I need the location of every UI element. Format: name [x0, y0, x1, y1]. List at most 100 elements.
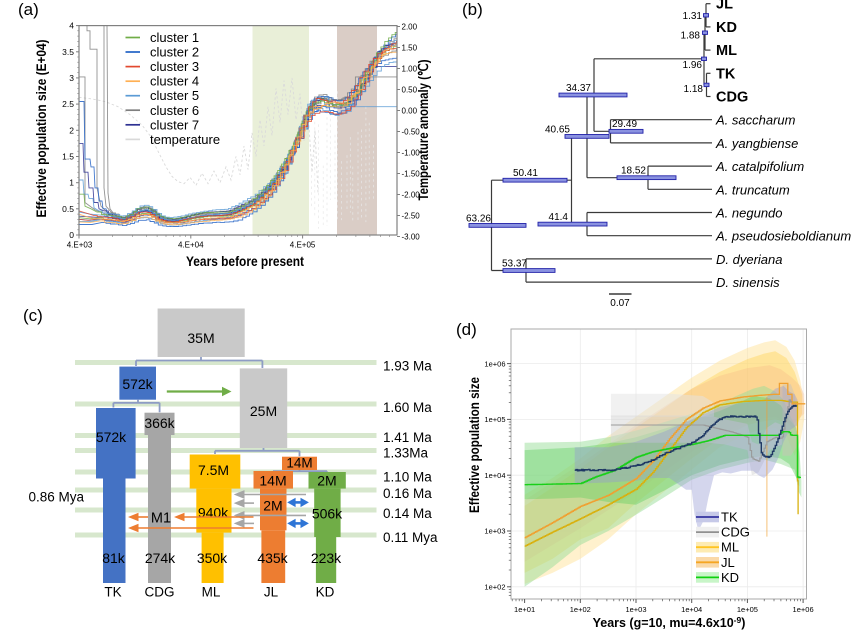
svg-text:14M: 14M: [259, 473, 286, 489]
svg-text:A. catalpifolium: A. catalpifolium: [715, 159, 804, 174]
svg-text:A. pseudosieboldianum: A. pseudosieboldianum: [715, 229, 851, 244]
svg-text:1e+05: 1e+05: [737, 605, 758, 614]
svg-text:18.52: 18.52: [621, 166, 646, 177]
svg-text:1.93 Ma: 1.93 Ma: [383, 358, 432, 373]
svg-text:JL: JL: [264, 585, 279, 600]
svg-text:435k: 435k: [257, 550, 288, 566]
svg-text:temperature: temperature: [150, 132, 220, 147]
svg-text:0.86 Mya: 0.86 Mya: [28, 490, 84, 505]
svg-text:2M: 2M: [317, 473, 336, 489]
svg-text:274k: 274k: [145, 550, 176, 566]
svg-text:1e+02: 1e+02: [484, 583, 505, 592]
svg-text:Effective population size: Effective population size: [466, 377, 482, 513]
svg-text:3.5: 3.5: [62, 47, 74, 57]
svg-text:cluster 2: cluster 2: [150, 45, 199, 60]
svg-text:0.00: 0.00: [402, 106, 418, 115]
svg-text:366k: 366k: [144, 415, 175, 431]
svg-text:0.07: 0.07: [610, 298, 630, 309]
svg-text:cluster 1: cluster 1: [150, 30, 199, 45]
svg-text:1.10 Ma: 1.10 Ma: [383, 470, 432, 485]
svg-text:34.37: 34.37: [566, 83, 591, 94]
svg-text:29.49: 29.49: [612, 119, 637, 130]
svg-text:25M: 25M: [250, 403, 277, 419]
svg-text:cluster 7: cluster 7: [150, 117, 199, 132]
svg-text:(d): (d): [456, 320, 477, 339]
svg-text:A. negundo: A. negundo: [715, 206, 783, 221]
svg-text:KD: KD: [316, 585, 335, 600]
svg-text:TK: TK: [104, 585, 121, 600]
svg-text:1.96: 1.96: [683, 60, 703, 71]
svg-text:1.5: 1.5: [62, 152, 74, 162]
svg-text:223k: 223k: [311, 550, 342, 566]
svg-text:-2.00: -2.00: [402, 190, 421, 199]
svg-text:(b): (b): [462, 0, 483, 19]
svg-text:Years before present: Years before present: [186, 253, 304, 269]
svg-text:2: 2: [69, 125, 74, 135]
svg-text:81k: 81k: [102, 550, 126, 566]
svg-text:(c): (c): [23, 306, 43, 325]
svg-text:1e+01: 1e+01: [514, 605, 535, 614]
svg-text:-0.50: -0.50: [402, 127, 421, 136]
svg-text:cluster 5: cluster 5: [150, 88, 199, 103]
svg-text:A. saccharum: A. saccharum: [715, 113, 796, 128]
svg-text:TK: TK: [721, 510, 738, 525]
svg-text:2.00: 2.00: [402, 22, 418, 31]
svg-text:4: 4: [69, 21, 74, 31]
svg-text:1.00: 1.00: [402, 64, 418, 73]
svg-text:35M: 35M: [187, 330, 214, 346]
svg-text:1.18: 1.18: [684, 84, 704, 95]
svg-text:1e+03: 1e+03: [484, 527, 505, 536]
svg-text:CDG: CDG: [721, 525, 750, 540]
svg-text:ML: ML: [202, 585, 221, 600]
svg-text:0.16 Ma: 0.16 Ma: [383, 486, 432, 501]
svg-text:350k: 350k: [197, 550, 228, 566]
svg-text:0.50: 0.50: [402, 85, 418, 94]
svg-text:1e+04: 1e+04: [484, 471, 505, 480]
svg-text:0.11 Mya: 0.11 Mya: [383, 530, 438, 545]
svg-text:53.37: 53.37: [502, 259, 527, 270]
svg-text:D. sinensis: D. sinensis: [716, 275, 780, 290]
svg-text:4.E+03: 4.E+03: [67, 241, 93, 250]
svg-text:KD: KD: [716, 20, 737, 36]
svg-text:40.65: 40.65: [545, 124, 570, 135]
svg-text:Years (g=10, mu=4.6x10-9): Years (g=10, mu=4.6x10-9): [593, 615, 746, 630]
svg-text:cluster 4: cluster 4: [150, 74, 199, 89]
svg-text:ML: ML: [721, 540, 739, 555]
svg-text:4.E+04: 4.E+04: [178, 241, 204, 250]
svg-text:1e+04: 1e+04: [681, 605, 702, 614]
svg-text:JL: JL: [716, 0, 733, 13]
svg-text:2.5: 2.5: [62, 99, 74, 109]
svg-text:506k: 506k: [312, 506, 343, 522]
svg-text:1: 1: [69, 178, 74, 188]
svg-text:41.4: 41.4: [549, 212, 569, 223]
svg-text:-3.00: -3.00: [402, 232, 421, 241]
svg-text:-1.00: -1.00: [402, 148, 421, 157]
svg-text:63.26: 63.26: [466, 213, 491, 224]
svg-text:CDG: CDG: [145, 585, 175, 600]
svg-text:CDG: CDG: [716, 90, 748, 106]
svg-text:2M: 2M: [263, 498, 282, 514]
svg-text:1.88: 1.88: [681, 31, 701, 42]
svg-text:-1.50: -1.50: [402, 169, 421, 178]
svg-text:1.33Ma: 1.33Ma: [383, 446, 429, 461]
svg-text:cluster 6: cluster 6: [150, 103, 199, 118]
svg-text:D. dyeriana: D. dyeriana: [716, 252, 782, 267]
svg-text:1.60 Ma: 1.60 Ma: [383, 400, 432, 415]
svg-text:572k: 572k: [96, 429, 127, 445]
svg-text:1e+05: 1e+05: [484, 415, 505, 424]
svg-text:4.E+05: 4.E+05: [290, 241, 316, 250]
svg-text:7.5M: 7.5M: [198, 462, 229, 478]
svg-text:KD: KD: [721, 570, 739, 585]
svg-text:50.41: 50.41: [513, 168, 538, 179]
svg-text:cluster 3: cluster 3: [150, 59, 199, 74]
svg-text:1.50: 1.50: [402, 43, 418, 52]
svg-text:JL: JL: [721, 555, 735, 570]
svg-text:1.41 Ma: 1.41 Ma: [383, 430, 432, 445]
svg-text:(a): (a): [18, 0, 39, 19]
svg-text:M1: M1: [151, 511, 171, 527]
svg-text:A. yangbiense: A. yangbiense: [715, 136, 798, 151]
svg-text:0: 0: [69, 230, 74, 240]
svg-text:0.5: 0.5: [62, 204, 74, 214]
svg-text:1.31: 1.31: [683, 11, 703, 22]
svg-text:TK: TK: [716, 66, 736, 82]
